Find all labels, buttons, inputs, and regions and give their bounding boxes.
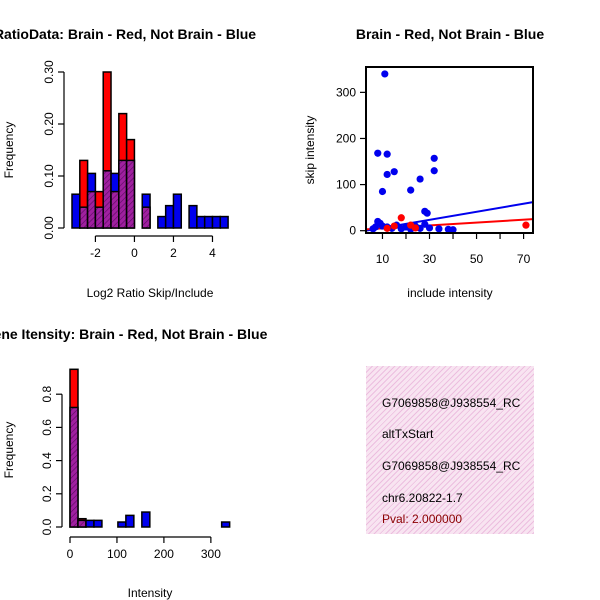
intensity-bars xyxy=(69,368,231,528)
intensity-x-tick-label-2: 200 xyxy=(154,547,174,561)
intensity-y-tick-label-1: 0.2 xyxy=(40,485,54,502)
intensity-x-tick-label-1: 100 xyxy=(107,547,127,561)
intensity-bar-2 xyxy=(85,519,95,528)
scatter-point-blue-1 xyxy=(374,149,382,157)
scatter-x-axis-label: include intensity xyxy=(407,286,492,300)
scatter-plot-area: 10 30 50 70 0 100 200 300 xyxy=(336,66,534,266)
intensity-overlap-bar-0 xyxy=(69,406,79,528)
ratio-overlap-bar-4 xyxy=(102,170,112,229)
intensity-bar-6 xyxy=(117,521,127,528)
ratio-y-tick-label-3: 0.30 xyxy=(42,60,56,84)
ratio-bar-15 xyxy=(188,204,198,229)
intensity-bar-3 xyxy=(93,519,103,528)
intensity-x-axis-label: Intensity xyxy=(128,586,173,600)
ratio-overlap-bar-1 xyxy=(79,206,89,229)
ratio-axes: -2 0 2 4 0.00 0.10 0.20 0.30 xyxy=(42,60,216,260)
ratio-y-axis-label: Frequency xyxy=(2,122,16,179)
scatter-point-blue-24 xyxy=(425,224,434,232)
intensity-bar-7 xyxy=(125,514,135,528)
ratio-bars xyxy=(71,71,229,229)
ratio-bar-13 xyxy=(172,193,183,229)
scatter-y-axis-label: skip intensity xyxy=(303,116,317,185)
scatter-chart-title: Brain - Red, Not Brain - Blue xyxy=(356,26,544,42)
scatter-point-red-2 xyxy=(522,221,530,229)
info-pvalue: Pval: 2.000000 xyxy=(382,512,463,526)
ratio-overlap-bar-5 xyxy=(110,190,120,229)
intensity-y-tick-label-4: 0.8 xyxy=(40,386,54,403)
ratio-bar-12 xyxy=(164,204,175,229)
ratio-histogram-panel: RatioData: Brain - Red, Not Brain - Blue… xyxy=(0,26,256,300)
ratio-bar-11 xyxy=(157,215,167,229)
scatter-point-blue-29 xyxy=(371,223,380,231)
intensity-y-tick-label-2: 0.4 xyxy=(40,452,54,469)
ratio-x-tick-label-3: 4 xyxy=(209,246,216,260)
scatter-point-blue-8 xyxy=(430,154,438,162)
ratio-overlap-bar-9 xyxy=(141,206,151,229)
info-panel: G7069858@J938554_RC altTxStart G7069858@… xyxy=(366,366,534,534)
info-event-type: altTxStart xyxy=(382,427,434,441)
scatter-x-tick-label-2: 50 xyxy=(470,252,484,266)
scatter-x-tick-label-3: 70 xyxy=(517,252,531,266)
intensity-bar-9 xyxy=(141,511,151,528)
ratio-overlap-bar-3 xyxy=(94,206,104,229)
ratio-bar-17 xyxy=(203,215,214,229)
intensity-y-tick-label-3: 0.6 xyxy=(40,419,54,436)
scatter-point-blue-5 xyxy=(383,170,391,179)
ratio-overlap-bar-2 xyxy=(86,190,97,229)
ratio-y-tick-label-1: 0.10 xyxy=(42,164,56,188)
scatter-point-blue-25 xyxy=(435,225,443,233)
scatter-point-blue-7 xyxy=(416,175,424,183)
scatter-x-tick-label-0: 10 xyxy=(376,252,390,266)
scatter-x-tick-label-1: 30 xyxy=(423,252,437,266)
intensity-overlap-bar-1 xyxy=(77,519,87,528)
scatter-panel: Brain - Red, Not Brain - Blue 10 30 50 7001… xyxy=(303,26,544,300)
intensity-histogram-panel: Gene Itensity: Brain - Red, Not Brain - … xyxy=(0,326,268,600)
ratio-chart-title: RatioData: Brain - Red, Not Brain - Blue xyxy=(0,26,256,42)
scatter-y-tick-label-2: 200 xyxy=(336,131,356,145)
ratio-x-tick-label-2: 2 xyxy=(170,246,177,260)
intensity-x-tick-label-3: 300 xyxy=(201,547,221,561)
ratio-x-axis-label: Log2 Ratio Skip/Include xyxy=(87,286,214,300)
scatter-y-tick-label-3: 300 xyxy=(336,85,356,99)
ratio-bar-16 xyxy=(196,215,206,229)
info-event-id: G7069858@J938554_RC xyxy=(382,396,521,410)
scatter-point-red-0 xyxy=(397,214,405,222)
scatter-point-blue-9 xyxy=(430,167,438,175)
ratio-x-tick-label-1: 0 xyxy=(131,246,138,260)
info-event-id-2: G7069858@J938554_RC xyxy=(382,459,521,473)
ratio-overlap-bar-7 xyxy=(125,159,136,229)
intensity-bar-19 xyxy=(220,521,231,528)
ratio-bar-19 xyxy=(219,215,229,229)
scatter-frame xyxy=(365,66,534,234)
intensity-x-tick-label-0: 0 xyxy=(67,547,74,561)
ratio-y-tick-label-0: 0.00 xyxy=(42,216,56,240)
scatter-point-red-3 xyxy=(411,224,419,232)
intensity-chart-title: Gene Itensity: Brain - Red, Not Brain - … xyxy=(0,326,268,342)
scatter-y-tick-label-1: 100 xyxy=(336,178,356,192)
scatter-point-blue-27 xyxy=(449,226,457,234)
scatter-point-red-5 xyxy=(390,222,398,230)
ratio-bar-18 xyxy=(211,215,222,229)
intensity-y-axis-label: Frequency xyxy=(2,422,16,479)
info-location: chr6.20822-1.7 xyxy=(382,491,463,505)
scatter-point-blue-3 xyxy=(378,187,387,196)
intensity-y-tick-label-0: 0.0 xyxy=(40,518,54,535)
scatter-point-blue-11 xyxy=(423,209,431,217)
ratio-bar-0 xyxy=(71,193,81,229)
ratio-y-tick-label-2: 0.20 xyxy=(42,112,56,136)
ratio-x-tick-label-0: -2 xyxy=(90,246,101,260)
scatter-point-blue-4 xyxy=(390,168,398,176)
scatter-point-blue-2 xyxy=(383,150,391,158)
ratio-overlap-bar-6 xyxy=(118,159,128,229)
scatter-point-red-4 xyxy=(383,224,391,232)
intensity-axes: 0 100 200 300 0.0 0.2 0.4 0.6 0.8 xyxy=(40,386,221,561)
scatter-y-tick-label-0: 0 xyxy=(349,224,356,238)
scatter-point-blue-6 xyxy=(407,186,415,194)
scatter-point-blue-0 xyxy=(381,70,389,78)
